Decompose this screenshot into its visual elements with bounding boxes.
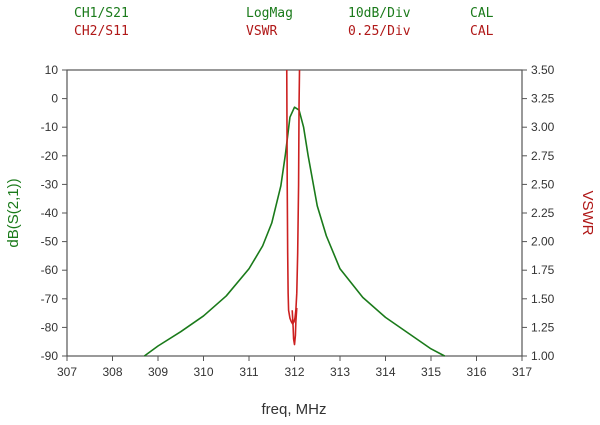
y-tick-label: -50 bbox=[41, 235, 59, 249]
y2-tick-label: 1.25 bbox=[531, 320, 555, 334]
series-layer bbox=[143, 69, 446, 357]
y2-tick-label: 3.25 bbox=[531, 92, 555, 106]
x-tick-label: 307 bbox=[57, 365, 77, 379]
y-axis-title: dB(S(2,1)) bbox=[5, 178, 22, 247]
x-tick-label: 312 bbox=[284, 365, 304, 379]
x-tick-label: 314 bbox=[375, 365, 395, 379]
y2-tick-label: 1.50 bbox=[531, 292, 555, 306]
y-tick-label: -40 bbox=[41, 206, 59, 220]
x-tick-label: 313 bbox=[330, 365, 350, 379]
x-tick-label: 316 bbox=[466, 365, 486, 379]
vswr-series-line-1 bbox=[285, 69, 301, 325]
x-tick-label: 317 bbox=[512, 365, 532, 379]
y2-tick-label: 3.00 bbox=[531, 120, 555, 134]
y2-tick-label: 1.00 bbox=[531, 349, 555, 363]
y2-tick-label: 3.50 bbox=[531, 63, 555, 77]
y2-tick-label: 2.50 bbox=[531, 177, 555, 191]
y-tick-label: -20 bbox=[41, 149, 59, 163]
y-tick-label: 10 bbox=[45, 63, 59, 77]
x-axis: 307 308 309 310 311 312 313 314 315 316 317 bbox=[57, 356, 532, 379]
y-axis-right: 3.50 3.25 3.00 2.75 2.50 2.25 2.00 1.75 1.50 1.25… bbox=[522, 63, 555, 363]
y2-tick-label: 2.25 bbox=[531, 206, 555, 220]
header-ch1-channel: CH1/S21 bbox=[74, 6, 129, 21]
y-tick-label: -90 bbox=[41, 349, 59, 363]
y2-axis-title: VSWR bbox=[579, 191, 596, 236]
y-tick-label: -30 bbox=[41, 177, 59, 191]
x-tick-label: 311 bbox=[239, 365, 258, 379]
x-tick-label: 308 bbox=[102, 365, 122, 379]
y-axis-left: 10 0 -10 -20 -30 -40 -50 -60 -70 -80 -90 bbox=[41, 63, 67, 363]
y2-tick-label: 2.00 bbox=[531, 235, 555, 249]
header-ch1-format: LogMag bbox=[246, 6, 293, 21]
vswr-series-line-2 bbox=[291, 307, 298, 346]
header-ch2-format: VSWR bbox=[246, 24, 278, 39]
y-tick-label: -10 bbox=[41, 120, 59, 134]
header-ch2-scale: 0.25/Div bbox=[348, 24, 411, 39]
y-tick-label: -80 bbox=[41, 320, 59, 334]
y2-tick-label: 1.75 bbox=[531, 263, 555, 277]
plot-frame bbox=[66, 69, 523, 357]
header-ch1-cal: CAL bbox=[470, 6, 494, 21]
x-axis-title: freq, MHz bbox=[261, 401, 326, 418]
y-tick-label: -70 bbox=[41, 292, 59, 306]
x-tick-label: 309 bbox=[148, 365, 168, 379]
header-ch1-scale: 10dB/Div bbox=[348, 6, 411, 21]
header-ch2-channel: CH2/S11 bbox=[74, 24, 129, 39]
x-tick-label: 315 bbox=[421, 365, 441, 379]
x-tick-label: 310 bbox=[193, 365, 213, 379]
header-ch2-cal: CAL bbox=[470, 24, 494, 39]
s21-series-line-0 bbox=[143, 106, 446, 357]
y-tick-label: 0 bbox=[51, 92, 58, 106]
y-tick-label: -60 bbox=[41, 263, 59, 277]
y2-tick-label: 2.75 bbox=[531, 149, 555, 163]
